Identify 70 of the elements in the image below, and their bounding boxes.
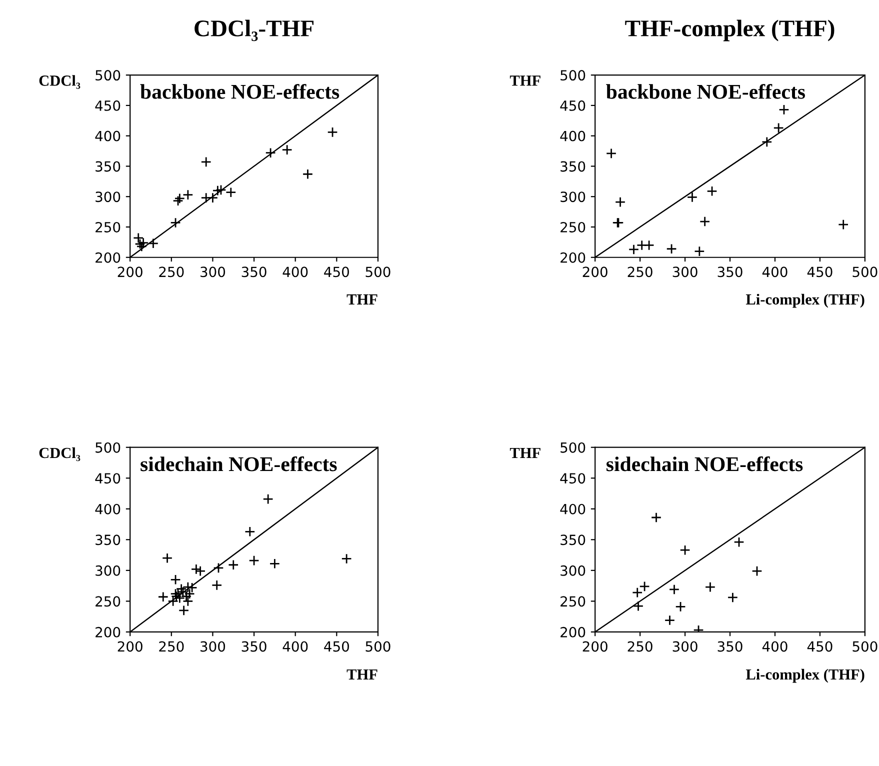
y-tick-label: 200 (96, 252, 120, 263)
y-tick-label: 450 (560, 100, 586, 111)
y-axis-title: THF (510, 76, 540, 86)
x-tick-label: 400 (282, 266, 308, 278)
y-tick-label: 400 (560, 504, 586, 514)
x-tick-label: 350 (718, 641, 742, 652)
y-tick-label: 450 (95, 100, 120, 111)
y-axis-title: THF (510, 448, 540, 458)
y-tick-label: 450 (560, 473, 586, 484)
x-tick-label: 350 (242, 266, 266, 278)
y-tick-label: 200 (560, 252, 586, 263)
x-axis-title: Li-complex (THF) (746, 294, 864, 308)
x-tick-label: 450 (807, 266, 832, 278)
annotation: backbone NOE-effects (606, 84, 805, 99)
x-tick-label: 200 (582, 641, 608, 652)
x-tick-label: 300 (200, 266, 226, 278)
x-tick-label: 400 (762, 266, 788, 278)
x-tick-label: 350 (242, 641, 266, 652)
y-tick-label: 250 (96, 596, 120, 607)
x-tick-label: 450 (324, 641, 349, 652)
y-tick-label: 200 (96, 626, 120, 638)
y-tick-label: 400 (95, 504, 120, 514)
y-tick-label: 250 (560, 222, 586, 232)
y-axis-title: CDCl₃ (39, 75, 80, 89)
x-tick-label: 500 (852, 266, 878, 278)
y-tick-label: 500 (96, 70, 120, 81)
y-tick-label: 350 (560, 161, 586, 172)
x-tick-label: 300 (672, 641, 698, 652)
x-tick-label: 250 (159, 641, 184, 652)
y-axis-title: CDCl₃ (39, 447, 80, 462)
x-tick-label: 400 (282, 641, 308, 652)
y-tick-label: 500 (560, 442, 586, 453)
y-tick-label: 350 (96, 161, 120, 172)
x-tick-label: 500 (366, 641, 390, 652)
y-tick-label: 300 (96, 565, 120, 576)
x-tick-label: 250 (159, 266, 184, 278)
y-tick-label: 300 (96, 192, 120, 202)
y-tick-label: 250 (96, 222, 120, 232)
x-tick-label: 250 (628, 641, 652, 652)
y-tick-label: 300 (560, 192, 586, 202)
x-axis-title: THF (346, 669, 378, 680)
y-tick-label: 450 (95, 473, 120, 484)
x-tick-label: 500 (852, 641, 878, 652)
x-tick-label: 250 (628, 266, 652, 278)
x-axis-title: Li-complex (THF) (746, 668, 864, 683)
y-tick-label: 300 (560, 565, 586, 576)
chart-title: CDCl₃-THF (194, 20, 314, 42)
annotation: backbone NOE-effects (140, 84, 340, 99)
annotation: sidechain NOE-effects (140, 456, 337, 472)
x-tick-label: 300 (200, 641, 226, 652)
y-tick-label: 400 (95, 130, 120, 142)
x-tick-label: 200 (118, 641, 142, 652)
x-tick-label: 450 (807, 641, 832, 652)
x-tick-label: 400 (762, 641, 788, 652)
x-tick-label: 300 (672, 266, 698, 278)
x-axis-title: THF (346, 294, 378, 304)
x-tick-label: 500 (366, 266, 390, 278)
y-tick-label: 350 (560, 534, 586, 546)
x-tick-label: 200 (118, 266, 142, 278)
annotation: sidechain NOE-effects (606, 456, 803, 472)
y-tick-label: 350 (96, 534, 120, 546)
x-tick-label: 450 (324, 266, 349, 278)
y-tick-label: 200 (560, 626, 586, 638)
y-tick-label: 400 (560, 130, 586, 142)
y-tick-label: 500 (560, 70, 586, 81)
chart-title: THF-complex (THF) (625, 20, 834, 42)
x-tick-label: 350 (718, 266, 742, 278)
y-tick-label: 250 (560, 596, 586, 607)
x-tick-label: 200 (582, 266, 608, 278)
y-tick-label: 500 (96, 442, 120, 453)
